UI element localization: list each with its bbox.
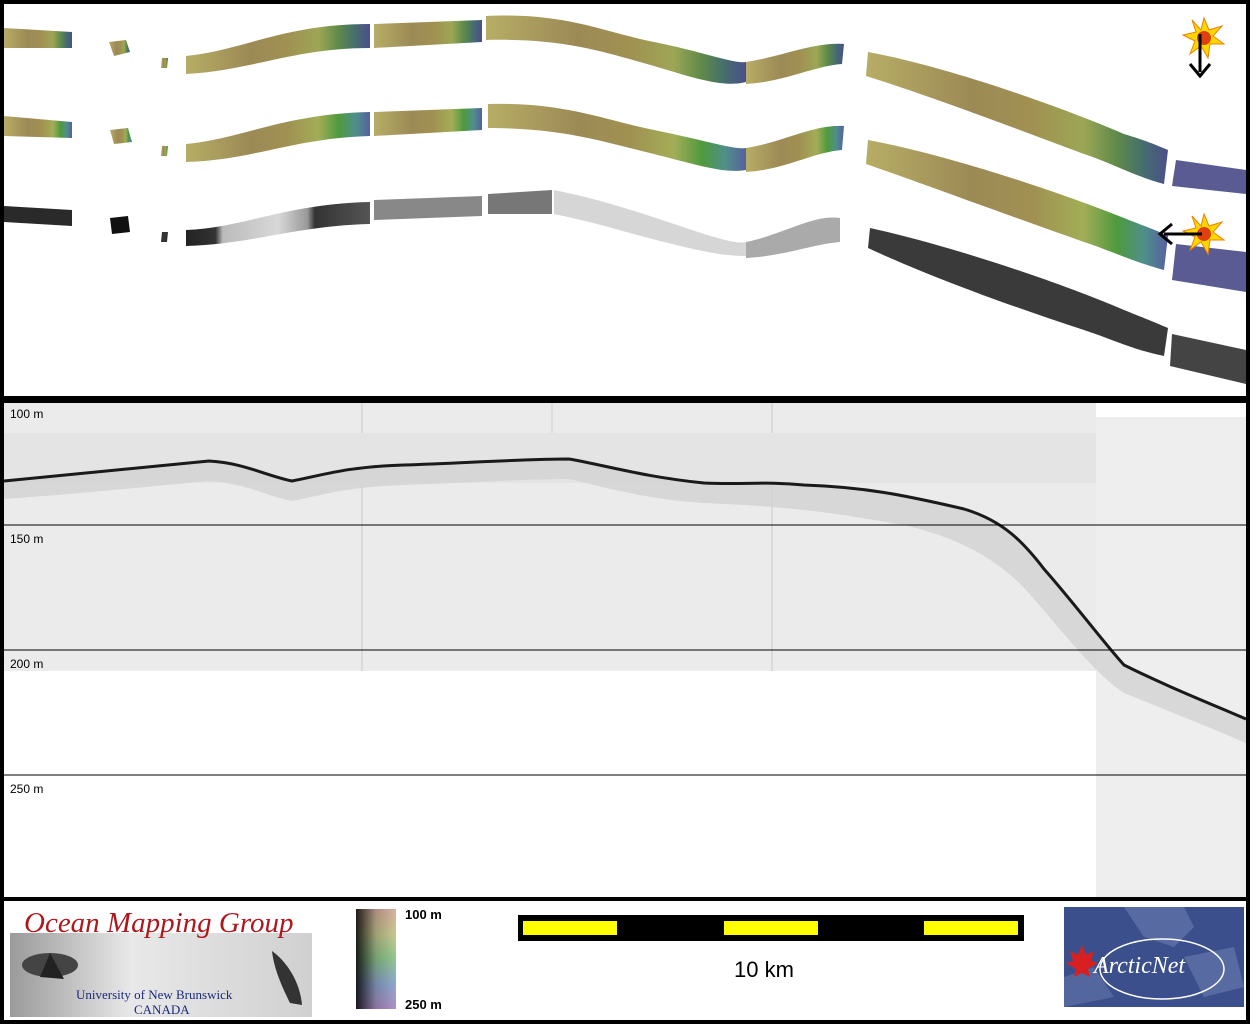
maple-leaf-icon [1066,945,1098,977]
depth-label-200: 200 m [10,657,44,671]
arcticnet-text: ArcticNet [1094,953,1186,979]
omg-country: CANADA [134,1002,190,1017]
depth-label-250: 250 m [10,782,44,796]
swath-panel [4,4,1246,396]
legend-bottom-label: 250 m [405,997,442,1012]
sun-icon-top [1181,16,1226,60]
omg-title: Ocean Mapping Group [24,907,294,939]
depth-label-150: 150 m [10,532,44,546]
footer-panel: Ocean Mapping Group University of New Br… [4,901,1246,1020]
depth-color-legend [356,909,396,1009]
omg-university: University of New Brunswick [76,987,233,1002]
scale-bar [518,915,1024,941]
omg-logo: Ocean Mapping Group University of New Br… [10,903,312,1017]
swath-strips [4,15,1246,384]
swath-strip-backscatter [4,190,1246,384]
swath-strip-top [4,15,1246,194]
arcticnet-map [1064,907,1244,1007]
arrow-left-icon [1157,222,1202,246]
profile-echogram [4,403,1246,897]
sun-icon-middle [1181,212,1226,256]
subbottom-profile-panel: 100 m 150 m 200 m 250 m [4,403,1246,897]
scale-bar-label: 10 km [734,957,794,982]
arrow-down-icon [1188,34,1212,79]
omg-logo-image [10,933,312,1017]
arcticnet-logo: ArcticNet [1064,907,1244,1007]
swath-strip-middle [4,103,1246,292]
depth-label-100: 100 m [10,407,44,421]
legend-top-label: 100 m [405,907,442,922]
